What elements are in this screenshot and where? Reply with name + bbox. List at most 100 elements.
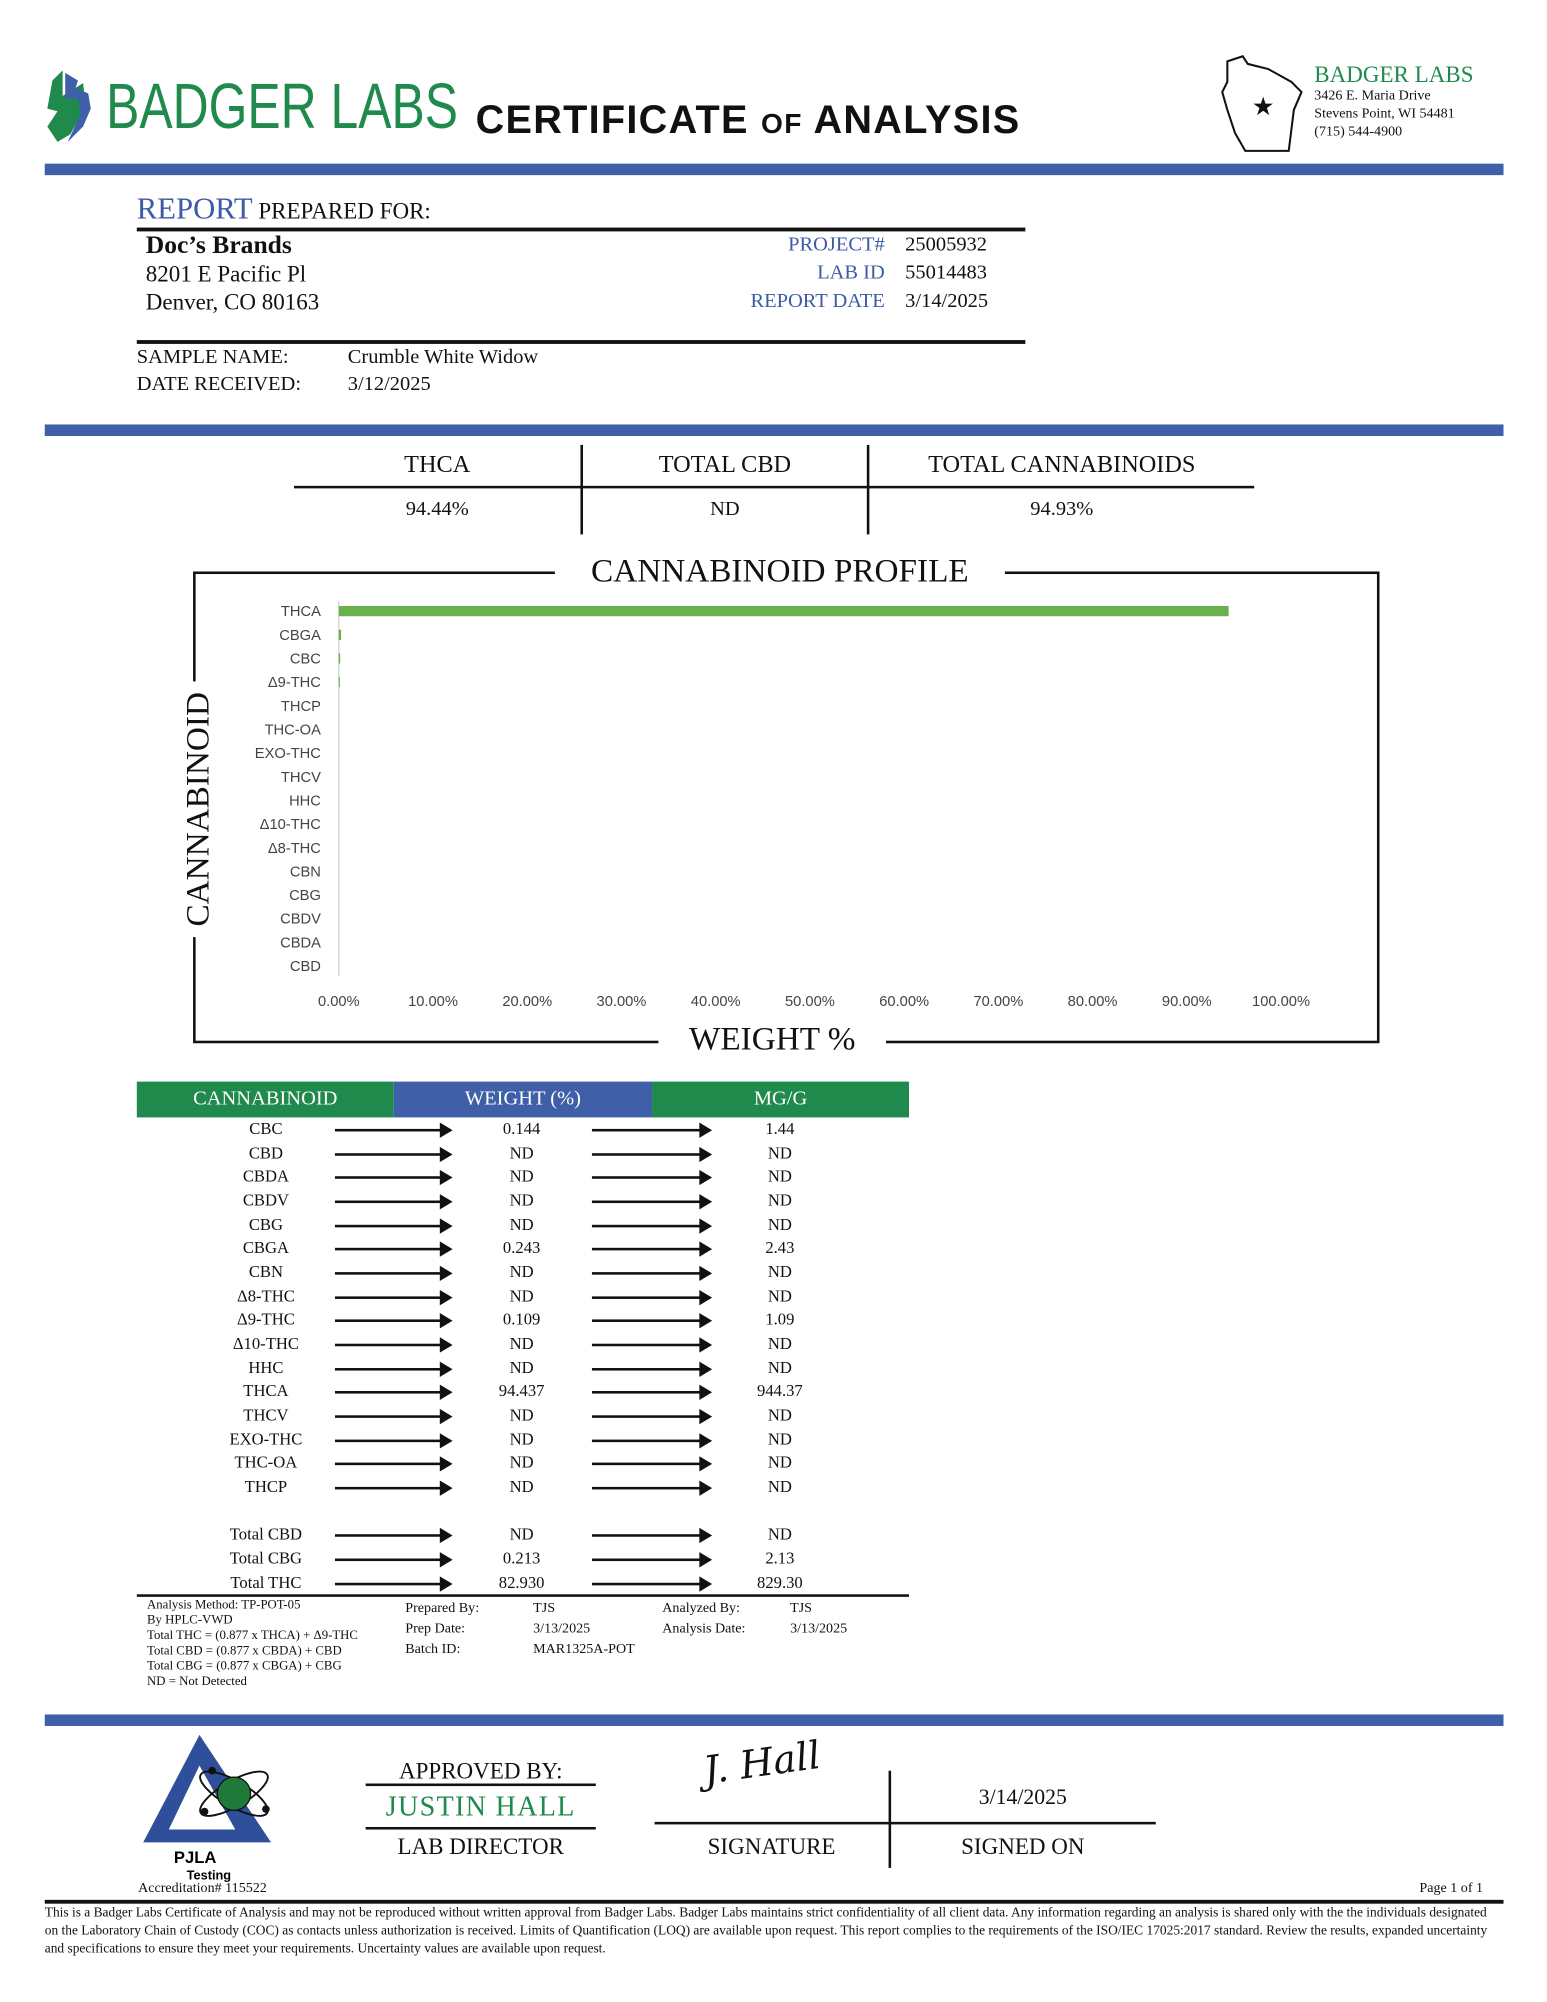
weight-value: 94.437 [498,1381,545,1401]
x-tick-label: 40.00% [691,994,741,1010]
signature-label: SIGNATURE [707,1833,836,1859]
method-notes: Analysis Method: TP-POT-05 By HPLC-VWD T… [147,1598,358,1689]
arrow-icon [334,1480,453,1496]
table-row: Total CBD ND ND [137,1524,909,1547]
weight-value: ND [509,1261,534,1282]
weight-value: ND [509,1190,534,1210]
badger-labs-logo: BADGER LABS [45,70,458,144]
mgg-value: ND [767,1142,792,1162]
arrow-icon [334,1241,453,1258]
arrow-icon [591,1313,713,1329]
signed-on-label: SIGNED ON [961,1833,1085,1859]
cannabinoid-name: THC-OA [234,1452,298,1473]
y-tick-label: CBDA [280,935,321,951]
signature: J. Hall [700,1733,824,1795]
weight-value: ND [509,1523,534,1544]
table-row: CBGA 0.243 2.43 [137,1238,909,1261]
pjla-accreditation-logo: PJLA Testing [143,1734,272,1882]
y-tick-label: CBN [290,864,321,880]
table-row: HHC ND ND [137,1357,909,1380]
divider [136,340,1026,344]
bar-THCA [338,606,1229,617]
weight-value: ND [509,1285,534,1305]
wisconsin-map-icon: ★ [1221,55,1303,152]
arrow-icon [334,1408,453,1425]
table-row: CBDV ND ND [137,1190,909,1213]
arrow-icon [591,1170,713,1186]
arrow-icon [334,1265,453,1282]
arrow-icon [334,1527,453,1544]
mgg-value: ND [767,1357,792,1377]
mgg-value: 2.43 [765,1238,795,1258]
cannabinoid-name: CBD [248,1142,284,1162]
summary-cbd-value: ND [710,498,740,521]
arrow-icon [591,1241,713,1258]
mgg-value: 829.30 [757,1572,803,1592]
arrow-icon [334,1289,453,1305]
mgg-value: 1.44 [765,1118,795,1138]
disclaimer: This is a Badger Labs Certificate of Ana… [44,1906,1488,1957]
divider [136,227,1026,232]
y-tick-label: THCP [281,699,321,715]
document-title: CERTIFICATE OF ANALYSIS [475,97,1021,142]
arrow-icon [591,1385,713,1401]
x-tick-label: 100.00% [1252,994,1310,1010]
arrow-icon [591,1456,713,1473]
divider [136,1594,910,1597]
table-row: Δ10-THC ND ND [137,1333,909,1356]
y-tick-label: CBD [290,959,321,975]
sample-info: SAMPLE NAME: Crumble White Widow DATE REC… [136,346,539,396]
table-row: Total THC 82.930 829.30 [137,1573,909,1596]
arrow-icon [334,1385,453,1401]
approver-name: JUSTIN HALL [385,1789,576,1822]
y-tick-label: Δ8-THC [268,841,321,857]
weight-value: 0.243 [502,1238,541,1258]
arrow-icon [334,1456,453,1473]
cannabinoid-name: CBGA [242,1238,290,1258]
arrow-icon [591,1337,713,1353]
report-meta: PROJECT# 25005932 LAB ID 55014483 REPORT D… [750,233,989,312]
table-row: Δ9-THC 0.109 1.09 [137,1310,909,1333]
arrow-icon [591,1217,713,1234]
weight-value: 82.930 [498,1572,545,1592]
arrow-icon [591,1408,713,1425]
cannabinoid-name: Δ10-THC [232,1333,299,1353]
y-tick-label: CBC [290,652,321,668]
arrow-icon [334,1313,453,1329]
weight-value: 0.213 [502,1548,541,1568]
analysis-info: Analyzed By: TJS Analysis Date: 3/13/2025 [662,1600,848,1637]
section-divider [44,424,1504,436]
divider [888,1770,892,1868]
arrow-icon [334,1361,453,1377]
table-header-mgg: MG/G [652,1081,910,1118]
x-tick-label: 0.00% [318,994,360,1010]
chart-xlabel: WEIGHT % [658,1020,887,1059]
table-row: THC-OA ND ND [137,1453,909,1476]
footer-divider [44,1714,1504,1726]
table-row: CBDA ND ND [137,1166,909,1189]
svg-text:Testing: Testing [187,1867,231,1882]
cannabinoid-name: CBDV [242,1190,290,1210]
cannabinoid-name: CBDA [242,1166,290,1186]
bar-CBC [338,653,341,664]
cannabinoid-name: CBG [248,1214,284,1234]
arrow-icon [591,1552,713,1568]
weight-value: ND [509,1333,534,1353]
arrow-icon [334,1432,453,1449]
arrow-icon [591,1432,713,1449]
summary-cbd-label: TOTAL CBD [658,451,792,479]
mgg-value: ND [767,1333,792,1353]
summary: THCA TOTAL CBD TOTAL CANNABINOIDS 94.44%… [294,444,1255,535]
cannabinoid-name: CBN [248,1261,284,1282]
summary-total-value: 94.93% [1030,498,1094,521]
table-header-cannabinoid: CANNABINOID [136,1081,394,1118]
arrow-icon [334,1552,453,1568]
arrow-icon [591,1527,713,1544]
table-row: CBN ND ND [137,1262,909,1285]
table-header-weight: WEIGHT (%) [393,1081,653,1118]
mgg-value: ND [767,1261,792,1282]
logo-text: BADGER LABS [106,70,459,142]
table-row: EXO-THC ND ND [137,1429,909,1452]
leaf-logo-icon [47,70,91,142]
